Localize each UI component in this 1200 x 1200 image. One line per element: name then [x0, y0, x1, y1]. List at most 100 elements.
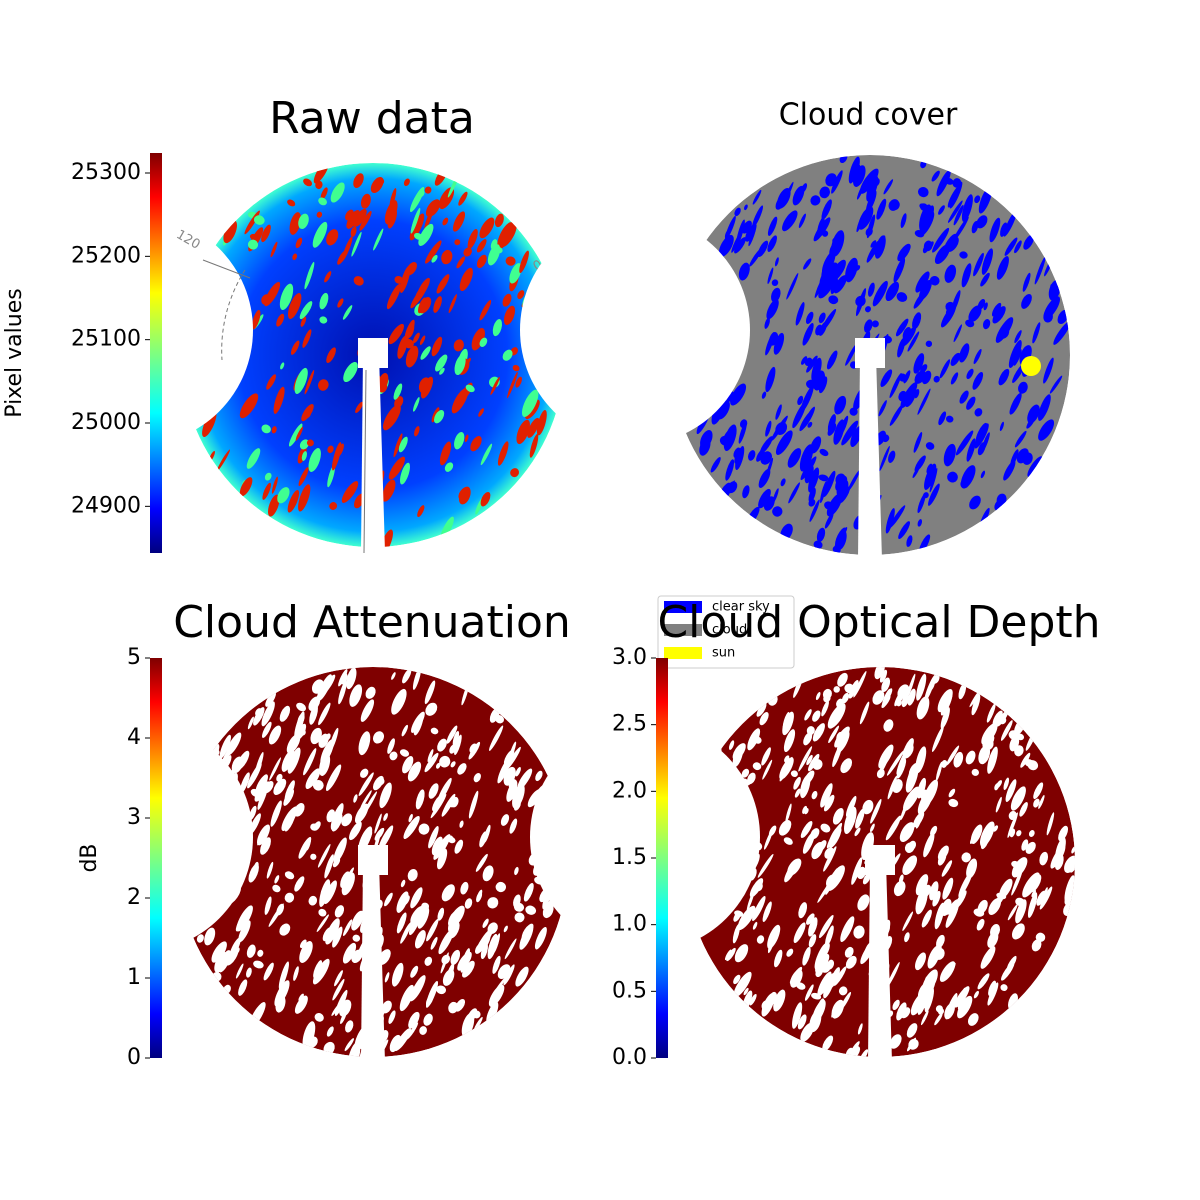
image-blob	[838, 986, 848, 996]
image-blob	[487, 897, 499, 909]
image-blob	[442, 217, 449, 226]
image-blob	[503, 766, 516, 786]
image-blob	[996, 493, 1007, 506]
image-blob	[821, 230, 829, 237]
image-blob	[917, 187, 929, 198]
image-blob	[510, 468, 519, 478]
legend-label: cloud	[712, 623, 747, 638]
image-blob	[993, 825, 999, 832]
image-blob	[1014, 330, 1022, 344]
image-blob	[793, 776, 801, 790]
image-blob	[885, 281, 900, 302]
image-blob	[833, 966, 847, 986]
image-blob	[382, 404, 401, 431]
image-blob	[389, 751, 398, 761]
image-blob	[819, 186, 830, 199]
image-blob	[765, 420, 772, 437]
image-blob	[299, 941, 313, 963]
image-blob	[358, 731, 371, 756]
image-blob	[1015, 897, 1025, 907]
image-blob	[341, 813, 353, 827]
image-blob	[360, 768, 369, 778]
image-blob	[264, 896, 272, 915]
image-blob	[279, 705, 291, 722]
image-blob	[856, 866, 867, 880]
image-blob	[353, 276, 364, 286]
image-blob	[492, 955, 501, 974]
image-blob	[835, 529, 847, 550]
image-blob	[792, 402, 807, 429]
image-blob	[1003, 210, 1017, 237]
image-blob	[995, 780, 1003, 789]
image-blob	[898, 521, 911, 540]
image-blob	[278, 961, 289, 990]
panel-title: Cloud Attenuation	[173, 597, 571, 648]
image-blob	[268, 494, 280, 517]
image-blob	[476, 239, 487, 253]
image-blob	[808, 934, 817, 948]
image-blob	[914, 455, 926, 472]
image-blob	[503, 964, 515, 986]
image-blob	[515, 766, 521, 777]
image-blob	[872, 690, 885, 705]
image-blob	[287, 199, 296, 207]
image-blob	[878, 400, 887, 417]
image-blob	[301, 404, 314, 422]
image-blob	[827, 423, 837, 436]
image-blob	[223, 220, 238, 244]
image-blob	[823, 470, 836, 497]
image-blob	[833, 275, 847, 294]
image-blob	[743, 987, 749, 996]
image-blob	[457, 951, 472, 971]
colorbar-tick-label: 3.0	[612, 645, 647, 670]
image-blob	[1012, 397, 1018, 410]
image-blob	[958, 683, 967, 700]
image-blob	[854, 827, 861, 837]
image-blob	[816, 725, 824, 734]
image-blob	[829, 967, 840, 989]
image-blob	[238, 979, 248, 996]
image-blob	[987, 931, 999, 948]
image-blob	[410, 887, 423, 909]
image-blob	[419, 1026, 427, 1035]
image-blob	[947, 471, 958, 483]
image-blob	[312, 221, 328, 248]
image-blob	[515, 376, 522, 388]
image-blob	[1043, 357, 1054, 384]
image-blob	[468, 790, 479, 819]
image-blob	[734, 237, 746, 254]
image-blob	[881, 688, 892, 708]
image-blob	[950, 352, 961, 366]
image-blob	[431, 836, 443, 856]
image-blob	[331, 442, 342, 471]
image-blob	[718, 234, 734, 257]
image-blob	[1021, 293, 1032, 309]
image-blob	[965, 750, 976, 765]
image-blob	[917, 997, 929, 1009]
image-blob	[251, 309, 261, 330]
image-blob	[349, 821, 362, 841]
image-blob	[437, 738, 447, 752]
image-blob	[287, 747, 301, 774]
image-blob	[868, 282, 875, 297]
image-blob	[246, 967, 252, 978]
image-blob	[944, 264, 957, 283]
image-blob	[779, 757, 794, 780]
image-blob	[271, 476, 278, 494]
image-blob	[439, 755, 451, 768]
image-blob	[1023, 234, 1034, 250]
image-blob	[442, 969, 455, 986]
image-blob	[866, 175, 879, 202]
image-blob	[337, 298, 344, 308]
image-blob	[942, 877, 954, 900]
image-blob	[898, 390, 907, 402]
image-blob	[948, 788, 956, 798]
image-blob	[826, 959, 835, 970]
image-blob	[733, 974, 741, 985]
image-blob	[334, 970, 343, 987]
image-blob	[310, 727, 322, 745]
colorbar-tick-label: 1	[127, 965, 141, 990]
image-blob	[319, 879, 331, 907]
image-blob	[923, 832, 935, 858]
image-blob	[340, 871, 351, 889]
